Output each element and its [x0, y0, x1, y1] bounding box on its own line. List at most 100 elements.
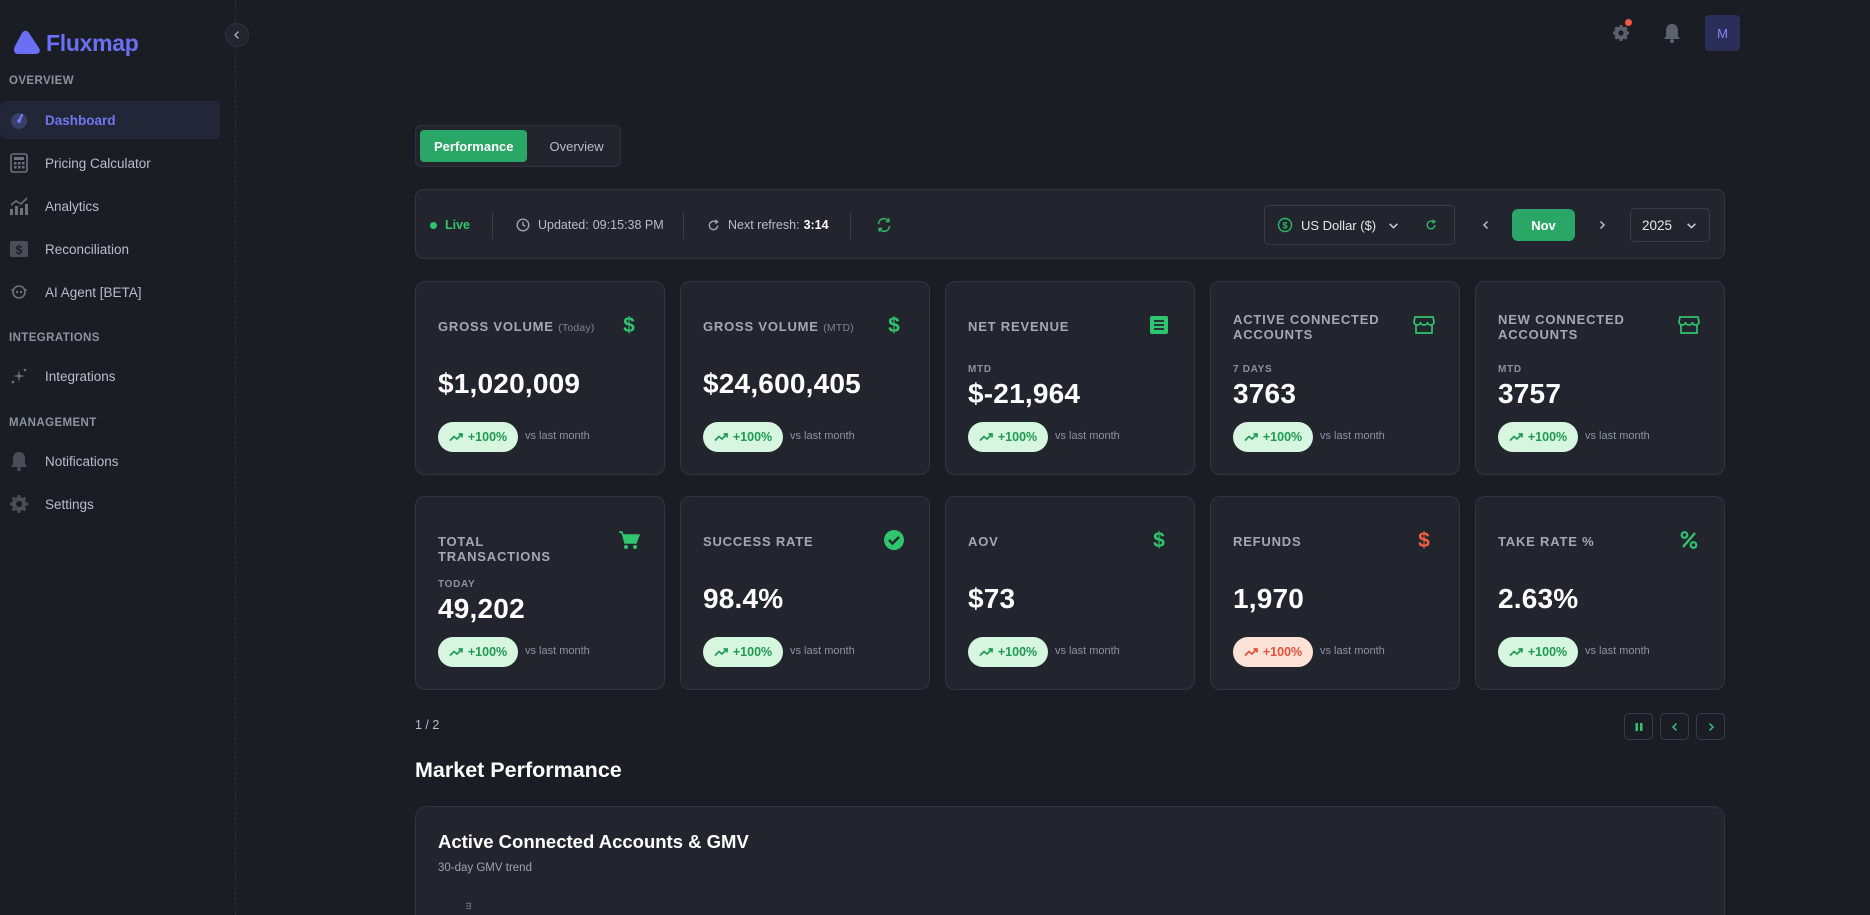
trending-up-icon: [1244, 648, 1258, 657]
manual-refresh-button[interactable]: [876, 190, 892, 260]
logo[interactable]: Fluxmap: [12, 28, 139, 58]
trending-up-icon: [714, 648, 728, 657]
refresh-status: Next refresh: 3:14: [707, 190, 829, 260]
sidebar-item-label: Analytics: [45, 198, 100, 214]
kpi-comparison-label: vs last month: [1320, 645, 1385, 657]
chart-subtitle: 30-day GMV trend: [438, 862, 532, 874]
kpi-change-badge: +100%: [438, 637, 518, 667]
store-icon: [1413, 314, 1435, 336]
tab-overview[interactable]: Overview: [549, 138, 604, 154]
live-dot: [430, 221, 437, 229]
sidebar-item-label: Settings: [45, 496, 94, 512]
avatar[interactable]: M: [1705, 15, 1740, 51]
kpi-card-take-rate: TAKE RATE % 2.63% +100% vs last month: [1475, 496, 1725, 690]
trending-up-icon: [1509, 433, 1523, 442]
gauge-icon: [9, 110, 29, 130]
sidebar-item-label: Reconciliation: [45, 241, 130, 257]
section-label-management: MANAGEMENT: [9, 417, 97, 429]
page-indicator: 1 / 2: [415, 718, 440, 732]
year-select[interactable]: 2025: [1630, 208, 1710, 242]
svg-text:$: $: [16, 243, 23, 257]
kpi-title: GROSS VOLUME (Today): [438, 319, 595, 334]
status-bar: Live Updated: 09:15:38 PM Next refresh: …: [415, 189, 1725, 259]
currency-value: US Dollar ($): [1301, 217, 1377, 233]
kpi-title: NEW CONNECTED ACCOUNTS: [1498, 312, 1625, 342]
sidebar-item-integrations[interactable]: Integrations: [0, 357, 220, 395]
kpi-card-gross-volume-today: GROSS VOLUME (Today) $ $1,020,009 +100% …: [415, 281, 665, 475]
next-month-button[interactable]: [1589, 212, 1615, 238]
settings-button[interactable]: [1604, 16, 1638, 50]
chevron-down-icon: [1389, 222, 1399, 229]
y-axis-tick-fragment: ɯ: [462, 902, 473, 910]
divider: [850, 212, 851, 239]
next-page-button[interactable]: [1696, 713, 1725, 740]
kpi-value: $-21,964: [968, 378, 1081, 409]
kpi-change-badge: +100%: [1233, 637, 1313, 667]
kpi-title: TAKE RATE %: [1498, 534, 1595, 549]
sparkle-icon: [9, 366, 29, 386]
sidebar-item-pricing-calculator[interactable]: Pricing Calculator: [0, 144, 220, 182]
chart-card: Active Connected Accounts & GMV 30-day G…: [415, 806, 1725, 915]
sidebar-item-dashboard[interactable]: Dashboard: [0, 101, 220, 139]
dollar-icon: $: [883, 314, 905, 336]
month-button[interactable]: Nov: [1512, 209, 1575, 241]
live-indicator: Live: [430, 190, 470, 260]
kpi-value: $73: [968, 583, 1016, 614]
pause-carousel-button[interactable]: [1624, 713, 1653, 740]
collapse-sidebar-button[interactable]: [225, 23, 249, 47]
prev-month-button[interactable]: [1473, 212, 1499, 238]
kpi-change-badge: +100%: [968, 422, 1048, 452]
svg-text:$: $: [888, 314, 900, 336]
svg-text:$: $: [1153, 529, 1165, 551]
kpi-change-badge: +100%: [968, 637, 1048, 667]
prev-page-button[interactable]: [1660, 713, 1689, 740]
kpi-change-badge: +100%: [703, 422, 783, 452]
sidebar-item-reconciliation[interactable]: $ Reconciliation: [0, 230, 220, 268]
year-value: 2025: [1642, 217, 1673, 233]
sidebar-item-settings[interactable]: Settings: [0, 485, 220, 523]
kpi-card-active-connected-accounts: ACTIVE CONNECTED ACCOUNTS 7 DAYS 3763 +1…: [1210, 281, 1460, 475]
kpi-value: 3763: [1233, 378, 1297, 409]
kpi-change-badge: +100%: [1498, 637, 1578, 667]
notification-dot: [1625, 19, 1632, 26]
notifications-button[interactable]: [1655, 16, 1689, 50]
divider: [492, 212, 493, 239]
sidebar-item-notifications[interactable]: Notifications: [0, 442, 220, 480]
kpi-period: 7 DAYS: [1233, 364, 1273, 375]
sidebar-item-ai-agent[interactable]: AI Agent [BETA]: [0, 273, 220, 311]
sidebar-item-analytics[interactable]: Analytics: [0, 187, 220, 225]
kpi-period: MTD: [968, 364, 992, 375]
kpi-title: SUCCESS RATE: [703, 534, 814, 549]
divider: [683, 212, 684, 239]
kpi-value: $24,600,405: [703, 368, 861, 399]
currency-select[interactable]: $ US Dollar ($): [1264, 205, 1455, 245]
kpi-card-success-rate: SUCCESS RATE 98.4% +100% vs last month: [680, 496, 930, 690]
refresh-rates-icon[interactable]: [1425, 219, 1437, 231]
bot-icon: [9, 282, 29, 302]
chevron-left-icon: [1482, 220, 1489, 230]
chevron-left-icon: [233, 30, 240, 40]
dollar-icon: $: [618, 314, 640, 336]
tab-performance[interactable]: Performance: [420, 130, 528, 162]
kpi-value: 1,970: [1233, 583, 1305, 614]
gear-icon: [9, 494, 29, 514]
refresh-countdown: 3:14: [803, 218, 829, 232]
sidebar-item-label: Pricing Calculator: [45, 155, 151, 171]
kpi-comparison-label: vs last month: [1585, 645, 1650, 657]
kpi-change-badge: +100%: [1233, 422, 1313, 452]
chevron-down-icon: [1687, 222, 1696, 229]
gear-icon: [1613, 25, 1629, 41]
sidebar-item-label: Integrations: [45, 368, 116, 384]
chart-icon: [9, 196, 29, 216]
kpi-value: 3757: [1498, 378, 1562, 409]
chevron-right-icon: [1708, 722, 1714, 731]
kpi-card-refunds: REFUNDS $ 1,970 +100% vs last month: [1210, 496, 1460, 690]
kpi-title: TOTAL TRANSACTIONS: [438, 534, 551, 564]
svg-text:$: $: [1282, 221, 1287, 231]
percent-icon: [1678, 529, 1700, 551]
kpi-comparison-label: vs last month: [525, 430, 590, 442]
kpi-title: AOV: [968, 534, 999, 549]
store-icon: [1678, 314, 1700, 336]
refresh-label: Next refresh:: [728, 218, 800, 232]
kpi-title: NET REVENUE: [968, 319, 1070, 334]
